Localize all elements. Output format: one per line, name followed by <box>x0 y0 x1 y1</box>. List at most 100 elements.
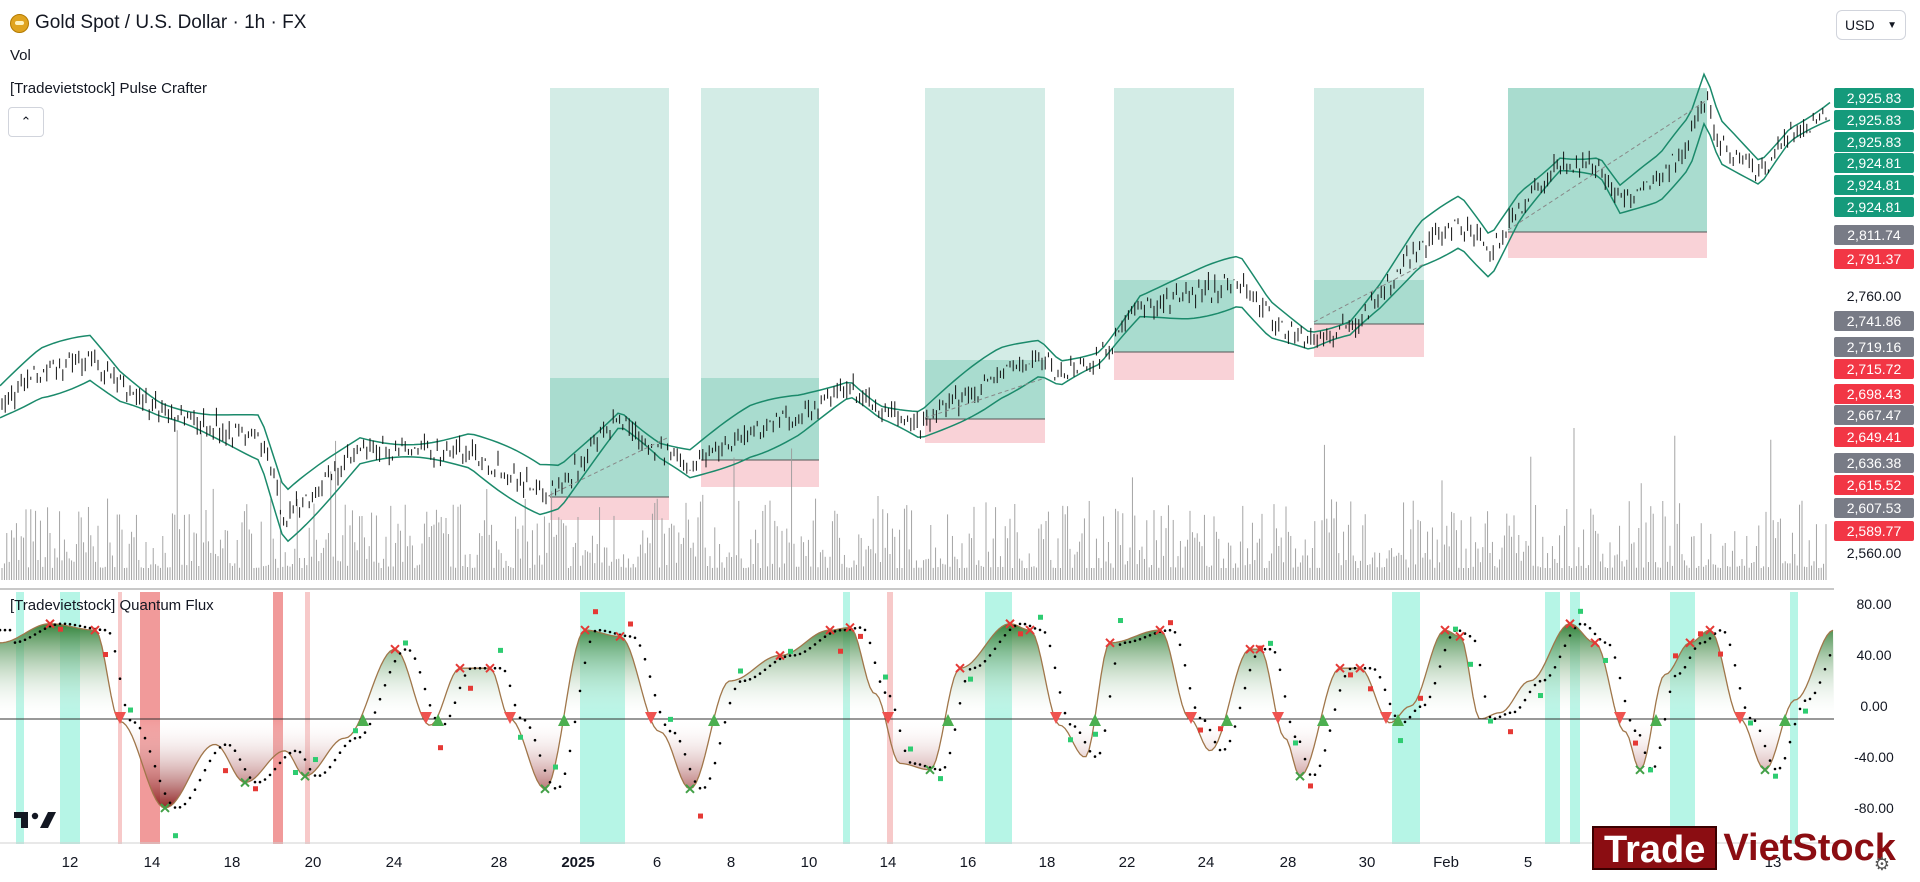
signal-dot <box>198 778 202 782</box>
signal-dot <box>1823 667 1827 671</box>
extreme-marker <box>1155 625 1165 635</box>
divergence-square <box>593 609 598 615</box>
signal-dot <box>203 768 207 772</box>
signal-dot <box>988 654 992 657</box>
signal-dot <box>468 667 472 671</box>
signal-dot <box>1273 651 1277 654</box>
divergence-square <box>908 746 913 752</box>
signal-dot <box>143 736 147 740</box>
signal-dot <box>1618 676 1622 680</box>
signal-dot <box>1183 664 1187 667</box>
signal-dot <box>1088 750 1092 753</box>
time-label: 24 <box>385 854 403 871</box>
signal-dot <box>1143 635 1147 639</box>
signal-dot <box>313 774 317 777</box>
currency-select[interactable]: USD ▼ <box>1836 10 1906 40</box>
signal-dot <box>323 771 327 774</box>
price-label: 2,925.83 <box>1834 132 1914 152</box>
signal-dot <box>1438 665 1442 668</box>
collapse-legend-button[interactable]: ⌃ <box>8 107 44 137</box>
buy-triangle <box>432 714 444 726</box>
sell-triangle <box>1185 712 1197 724</box>
signal-dot <box>1348 667 1352 671</box>
signal-dot <box>273 767 277 771</box>
signal-dot <box>1443 648 1447 652</box>
signal-dot <box>708 777 712 780</box>
signal-dot <box>418 671 422 674</box>
price-chart[interactable] <box>0 0 1834 590</box>
signal-dot <box>968 668 972 671</box>
divergence-square <box>253 786 258 792</box>
tradingview-logo-icon[interactable] <box>14 808 56 830</box>
signal-dot <box>1223 748 1227 751</box>
signal-dot <box>833 630 837 633</box>
signal-dot <box>1783 756 1787 760</box>
signal-dot <box>1818 681 1822 684</box>
settings-gear-icon[interactable]: ⚙ <box>1873 854 1891 874</box>
signal-dot <box>1263 647 1267 651</box>
time-label: 6 <box>652 854 662 871</box>
pulse-crafter-legend[interactable]: [Tradevietstock] Pulse Crafter <box>10 80 208 97</box>
signal-dot <box>788 654 792 657</box>
buy-triangle <box>1317 714 1329 726</box>
time-label: 30 <box>1358 854 1376 871</box>
signal-dot <box>1353 666 1357 670</box>
price-axis[interactable]: 2,925.83 2,925.83 2,925.83 2,924.81 2,924.81… <box>1834 0 1920 590</box>
signal-dot <box>648 675 652 678</box>
time-label: 2025 <box>561 854 595 871</box>
volume-legend[interactable]: Vol <box>10 47 31 64</box>
sell-triangle <box>1272 712 1284 724</box>
signal-dot <box>73 623 77 627</box>
oscillator-chart[interactable] <box>0 592 1834 844</box>
quantum-flux-legend[interactable]: [Tradevietstock] Quantum Flux <box>10 597 214 614</box>
extreme-marker <box>580 625 590 635</box>
signal-dot <box>588 640 592 644</box>
signal-dot <box>88 626 92 630</box>
signal-dot <box>713 761 717 765</box>
time-label: 22 <box>1118 854 1136 871</box>
oscillator-axis-label: 80.00 <box>1856 596 1892 612</box>
signal-dot <box>638 644 642 647</box>
divergence-square <box>173 833 178 839</box>
extreme-marker <box>825 625 835 635</box>
signal-dot <box>668 729 672 733</box>
signal-dot <box>568 749 572 753</box>
extreme-marker <box>1705 625 1715 635</box>
take-profit-zone <box>701 378 819 460</box>
signal-dot <box>303 758 307 761</box>
extreme-marker <box>615 631 625 642</box>
signal-dot <box>1628 719 1632 722</box>
extreme-marker <box>45 619 55 629</box>
price-label: 2,607.53 <box>1834 498 1914 518</box>
divergence-square <box>1093 731 1098 737</box>
symbol-title[interactable]: Gold Spot / U.S. Dollar · 1h · FX <box>10 12 306 34</box>
signal-dot <box>1758 729 1762 733</box>
take-profit-zone <box>1508 88 1707 232</box>
divergence-square <box>1698 631 1703 637</box>
signal-dot <box>863 628 867 632</box>
signal-dot <box>693 780 697 783</box>
signal-dot <box>43 627 47 630</box>
signal-dot <box>798 652 802 656</box>
divergence-square <box>838 648 843 654</box>
signal-dot <box>1748 716 1752 720</box>
signal-dot <box>238 758 242 761</box>
signal-dot <box>328 765 332 769</box>
oscillator-axis[interactable]: 80.00 40.00 0.00 -40.00 -80.00 <box>1834 592 1920 842</box>
signal-dot <box>1253 655 1257 658</box>
signal-dot <box>1043 631 1047 634</box>
signal-dot <box>1188 687 1192 690</box>
time-axis[interactable]: 12 14 18 20 24 28 2025 6 8 10 14 16 18 22 24 28 30 Feb 5 13 <box>0 846 1834 882</box>
divergence-square <box>1308 783 1313 789</box>
sell-triangle <box>114 712 126 724</box>
signal-dot <box>158 779 162 783</box>
signal-dot <box>1318 764 1322 768</box>
signal-dot <box>498 666 502 670</box>
signal-dot <box>1493 717 1497 720</box>
signal-dot <box>1288 720 1292 724</box>
signal-dot <box>1303 757 1307 761</box>
signal-dot <box>373 711 377 714</box>
price-label: 2,589.77 <box>1834 521 1914 541</box>
signal-dot <box>188 796 192 800</box>
divergence-square <box>1773 773 1778 779</box>
